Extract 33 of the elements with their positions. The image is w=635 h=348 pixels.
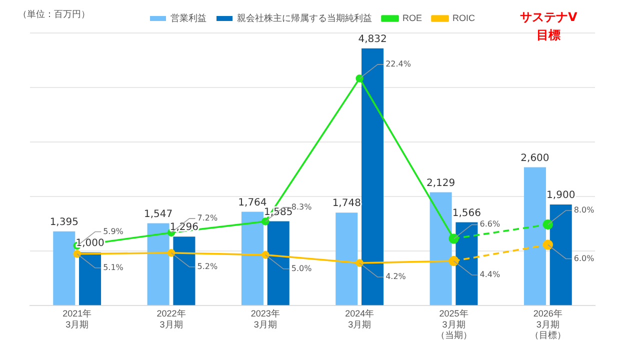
data-label: 4.2% — [386, 272, 406, 282]
legend-label: 親会社株主に帰属する当期純利益 — [237, 12, 372, 23]
data-label: 1,900 — [546, 190, 576, 202]
data-label: 4,832 — [358, 34, 387, 46]
x-tick-label: 2025年3月期（当期） — [436, 308, 472, 340]
data-label: 5.1% — [103, 262, 124, 272]
data-label: 1,395 — [50, 216, 78, 228]
x-tick-label: 2022年3月期 — [156, 308, 186, 330]
data-label: 2,600 — [520, 152, 550, 164]
data-label: 7.2% — [197, 214, 218, 223]
legend-label: 営業利益 — [170, 12, 206, 23]
data-label: 1,566 — [452, 208, 482, 219]
x-tick-label: 2023年3月期 — [250, 308, 280, 330]
legend-label: ROIC — [452, 12, 476, 23]
text: サステナV 目標 — [520, 9, 578, 44]
data-label: 6.0% — [574, 254, 595, 263]
x-tick-label: 2024年3月期 — [345, 308, 374, 330]
data-label: 8.3% — [291, 202, 312, 212]
data-label: 4.4% — [480, 270, 500, 280]
x-tick-label: 2021年3月期 — [62, 308, 92, 330]
data-label: 1,748 — [332, 198, 361, 210]
legend-label: ROE — [402, 12, 422, 23]
data-label: 2,129 — [426, 178, 456, 189]
data-label: 6.6% — [480, 220, 500, 229]
data-label: 5.2% — [197, 262, 218, 271]
data-label: 8.0% — [574, 206, 595, 215]
data-label: 22.4% — [386, 60, 412, 69]
data-label: 5.0% — [291, 264, 312, 273]
data-label: 5.9% — [103, 226, 124, 236]
text: （単位：百万円） — [18, 8, 90, 21]
data-label: 1,764 — [238, 197, 267, 208]
data-label: 1,547 — [144, 208, 173, 220]
x-tick-label: 2026年3月期（目標） — [530, 308, 566, 340]
